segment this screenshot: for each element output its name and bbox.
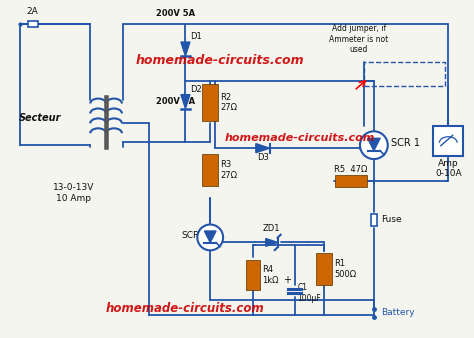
Text: SCR2: SCR2	[182, 231, 205, 240]
Text: D2: D2	[191, 84, 202, 94]
Text: SCR 1: SCR 1	[391, 138, 419, 148]
Text: Amp
0-10A: Amp 0-10A	[435, 159, 462, 178]
Polygon shape	[204, 231, 216, 243]
Text: Secteur: Secteur	[18, 114, 61, 123]
Text: D3: D3	[257, 153, 269, 162]
Text: homemade-circuits.com: homemade-circuits.com	[136, 54, 304, 67]
Text: R3
27Ω: R3 27Ω	[220, 160, 237, 180]
Bar	[335, 175, 367, 187]
Text: Fuse: Fuse	[381, 215, 401, 224]
Text: Battery: Battery	[381, 308, 414, 317]
Text: Add jumper, if
Ammeter is not
used: Add jumper, if Ammeter is not used	[329, 24, 389, 54]
Text: homemade-circuits.com: homemade-circuits.com	[224, 133, 374, 143]
Polygon shape	[181, 42, 190, 56]
Text: R5  47Ω: R5 47Ω	[334, 165, 368, 174]
Bar	[316, 253, 332, 285]
Text: +: +	[283, 275, 291, 285]
Text: R2
27Ω: R2 27Ω	[220, 93, 237, 112]
Text: R1
500Ω: R1 500Ω	[334, 260, 356, 279]
Text: 2A: 2A	[27, 7, 38, 16]
Text: C1
100μF: C1 100μF	[298, 283, 321, 303]
Bar	[364, 62, 445, 86]
Text: ZD1: ZD1	[263, 224, 281, 234]
Circle shape	[360, 131, 388, 159]
Bar	[246, 260, 260, 290]
Bar	[28, 21, 37, 27]
Polygon shape	[368, 138, 380, 151]
Polygon shape	[266, 239, 278, 246]
Polygon shape	[181, 95, 190, 108]
Circle shape	[197, 224, 223, 250]
Bar	[371, 214, 377, 225]
Bar	[433, 126, 463, 156]
Text: R4
1kΩ: R4 1kΩ	[262, 265, 278, 285]
Text: homemade-circuits.com: homemade-circuits.com	[106, 303, 265, 315]
Polygon shape	[256, 144, 270, 153]
Text: 200V 5A: 200V 5A	[156, 9, 195, 18]
Bar	[202, 154, 218, 186]
Text: 200V 5A: 200V 5A	[156, 97, 195, 105]
Text: D1: D1	[191, 32, 202, 41]
Bar	[202, 84, 218, 121]
Text: 13-0-13V
10 Amp: 13-0-13V 10 Amp	[53, 183, 94, 202]
